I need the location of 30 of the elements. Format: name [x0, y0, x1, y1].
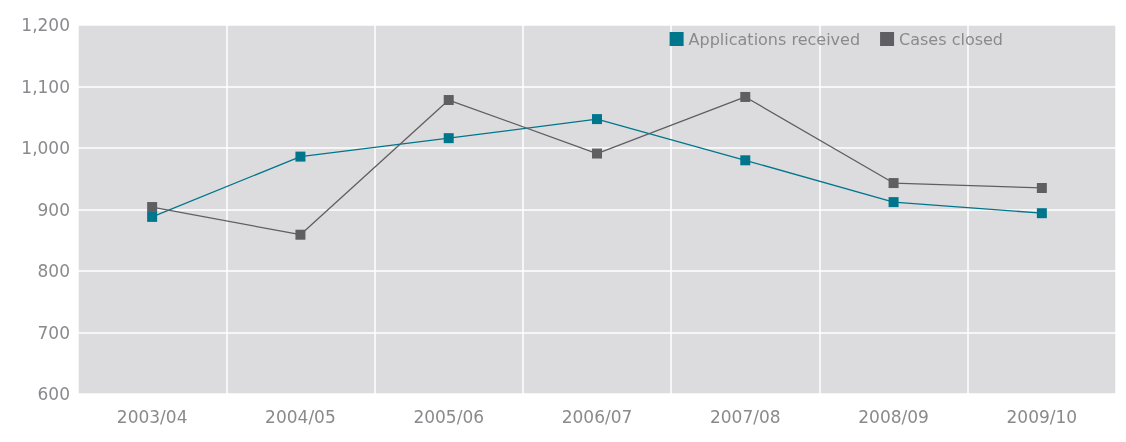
x-tick-label: 2006/07: [561, 406, 633, 427]
y-tick-label: 700: [37, 322, 70, 343]
x-tick-label: 2008/09: [858, 406, 929, 427]
y-tick-label: 900: [37, 199, 70, 220]
x-tick-label: 2007/08: [709, 406, 781, 427]
x-tick-label: 2009/10: [1006, 406, 1078, 427]
point: [888, 178, 899, 189]
y-tick-label: 1,200: [21, 15, 70, 35]
x-tick-label: 2005/06: [413, 406, 485, 427]
x-tick-label: 2003/04: [116, 406, 188, 427]
y-tick-label: 1,000: [21, 138, 70, 158]
point: [295, 229, 306, 240]
point: [592, 114, 602, 125]
point: [740, 155, 751, 166]
legend-label: Applications received: [688, 29, 861, 49]
point: [295, 151, 306, 162]
point: [740, 91, 751, 102]
point: [147, 211, 158, 222]
point: [1036, 182, 1047, 193]
point: [1036, 208, 1047, 219]
point: [443, 133, 454, 144]
x-tick-label: 2004/05: [265, 406, 336, 427]
legend-label: Cases closed: [899, 29, 1004, 49]
y-tick-label: 600: [37, 384, 70, 404]
point: [147, 202, 158, 213]
point: [443, 95, 454, 106]
point: [888, 197, 899, 208]
y-tick-label: 800: [37, 261, 70, 281]
y-tick-label: 1,100: [21, 76, 70, 97]
point: [592, 148, 602, 159]
